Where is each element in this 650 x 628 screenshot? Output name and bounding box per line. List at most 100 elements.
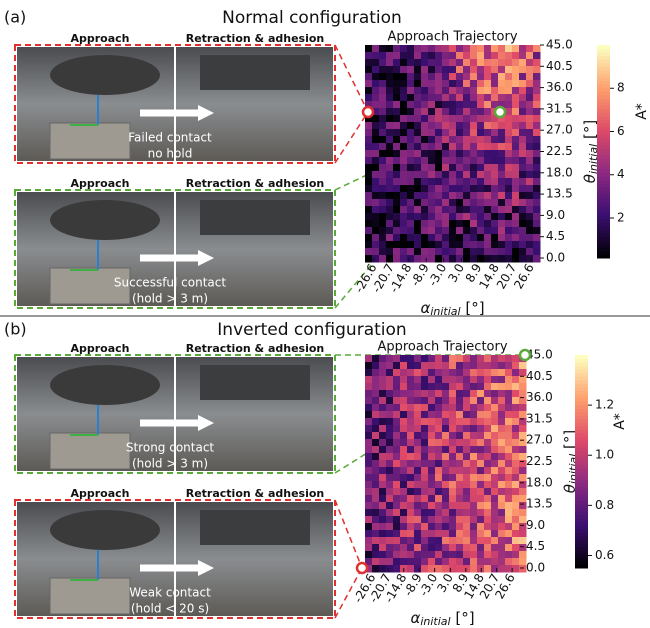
heatmap-cell <box>407 52 415 60</box>
heatmap-cell <box>463 474 471 482</box>
cylinder <box>50 578 130 614</box>
heatmap-cell <box>463 418 471 426</box>
heatmap-cell <box>456 551 464 559</box>
heatmap-cell <box>372 551 380 559</box>
heatmap-cell <box>393 192 401 200</box>
heatmap-cell <box>400 446 408 454</box>
colorbar-segment <box>597 141 610 145</box>
heatmap-cell <box>386 164 394 172</box>
heatmap-cell <box>505 94 513 102</box>
heatmap-cell <box>477 495 485 503</box>
heatmap-cell <box>477 551 485 559</box>
heatmap-cell <box>456 397 464 405</box>
heatmap-cell <box>449 52 457 60</box>
heatmap-cell <box>435 213 443 221</box>
heatmap-cell <box>491 94 499 102</box>
heatmap-cell <box>435 185 443 193</box>
heatmap-cell <box>421 199 429 207</box>
heatmap-cell <box>512 397 520 405</box>
heatmap-cell <box>505 171 513 179</box>
heatmap-cell <box>505 59 513 67</box>
heatmap-cell <box>393 432 401 440</box>
heatmap-cell <box>442 234 450 242</box>
heatmap-cell <box>477 355 485 363</box>
heatmap-cell <box>477 509 485 517</box>
heatmap-cell <box>477 488 485 496</box>
colorbar-segment <box>575 522 588 526</box>
heatmap-cell <box>456 404 464 412</box>
heatmap-cell <box>470 52 478 60</box>
colorbar-segment <box>575 486 588 490</box>
heatmap-cell <box>421 551 429 559</box>
heatmap-cell <box>386 73 394 81</box>
colorbar-segment <box>597 176 610 180</box>
heatmap-cell <box>526 73 534 81</box>
heatmap-cell <box>442 439 450 447</box>
heatmap-cell <box>498 404 506 412</box>
heatmap-cell <box>470 523 478 531</box>
heatmap-cell <box>407 73 415 81</box>
heatmap-cell <box>379 150 387 158</box>
heatmap-cell <box>442 474 450 482</box>
heatmap-cell <box>407 94 415 102</box>
heatmap-cell <box>386 355 394 363</box>
heatmap-cell <box>498 213 506 221</box>
heatmap-cell <box>498 495 506 503</box>
photo-caption: Retraction & adhesion <box>186 487 325 500</box>
heatmap-cell <box>512 565 520 573</box>
heatmap-cell <box>477 213 485 221</box>
heatmap-cell <box>372 481 380 489</box>
heatmap-cell <box>477 115 485 123</box>
heatmap-cell <box>386 376 394 384</box>
heatmap-cell <box>442 558 450 566</box>
heatmap-cell <box>393 516 401 524</box>
heatmap-cell <box>393 544 401 552</box>
heatmap-cell <box>442 52 450 60</box>
heatmap-cell <box>484 390 492 398</box>
heatmap-cell <box>498 164 506 172</box>
heatmap-cell <box>484 362 492 370</box>
heatmap-cell <box>463 122 471 130</box>
heatmap-cell <box>421 234 429 242</box>
heatmap-cell <box>428 369 436 377</box>
heatmap-cell <box>498 192 506 200</box>
heatmap-cell <box>505 241 513 249</box>
heatmap-cell <box>484 115 492 123</box>
colorbar-tick-label: 4 <box>617 167 625 181</box>
gripper <box>200 365 310 400</box>
heatmap-cell <box>470 383 478 391</box>
heatmap-cell <box>379 241 387 249</box>
heatmap-cell <box>407 255 415 263</box>
heatmap-cell <box>379 101 387 109</box>
heatmap-cell <box>442 362 450 370</box>
heatmap-cell <box>435 234 443 242</box>
heatmap-cell <box>386 52 394 60</box>
heatmap-cell <box>491 418 499 426</box>
heatmap-cell <box>463 453 471 461</box>
heatmap-cell <box>449 220 457 228</box>
heatmap-cell <box>393 362 401 370</box>
heatmap-cell <box>491 59 499 67</box>
heatmap-cell <box>498 558 506 566</box>
heatmap-cell <box>505 164 513 172</box>
heatmap-cell <box>498 481 506 489</box>
heatmap-cell <box>400 537 408 545</box>
heatmap-cell <box>421 446 429 454</box>
map-title: Approach Trajectory <box>387 30 517 45</box>
heatmap-cell <box>477 376 485 384</box>
colorbar-tick-label: 8 <box>617 81 625 95</box>
heatmap-cell <box>491 467 499 475</box>
heatmap-cell <box>491 502 499 510</box>
heatmap-cell <box>456 199 464 207</box>
heatmap-cell <box>421 143 429 151</box>
heatmap-cell <box>428 80 436 88</box>
heatmap-cell <box>477 129 485 137</box>
heatmap-cell <box>421 502 429 510</box>
marker <box>357 563 367 573</box>
heatmap-cell <box>372 199 380 207</box>
colorbar-segment <box>597 212 610 216</box>
heatmap-cell <box>421 108 429 116</box>
heatmap-cell <box>491 369 499 377</box>
heatmap-cell <box>428 355 436 363</box>
heatmap-cell <box>463 227 471 235</box>
